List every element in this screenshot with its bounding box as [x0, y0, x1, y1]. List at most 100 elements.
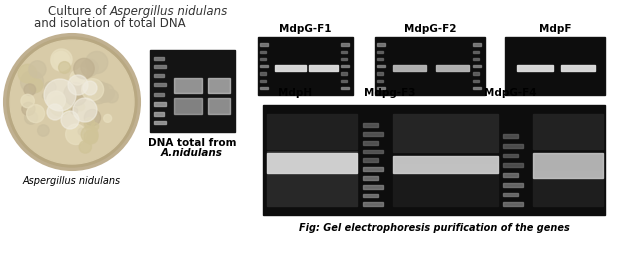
Bar — [309, 65, 338, 71]
Bar — [341, 65, 349, 67]
Bar — [154, 65, 166, 68]
Circle shape — [61, 111, 79, 129]
Text: MdpG-F1: MdpG-F1 — [279, 24, 332, 34]
Bar — [267, 151, 357, 206]
Bar — [363, 150, 383, 153]
Bar — [154, 93, 164, 96]
Circle shape — [84, 118, 94, 128]
Bar — [377, 51, 383, 53]
Bar — [473, 51, 479, 53]
Text: Aspergillus nidulans: Aspergillus nidulans — [110, 5, 229, 18]
Bar — [503, 193, 519, 197]
Bar — [393, 114, 498, 152]
Bar — [341, 51, 347, 53]
Bar — [174, 97, 202, 114]
Circle shape — [50, 96, 70, 116]
Circle shape — [64, 83, 88, 106]
Bar — [473, 73, 479, 75]
Bar — [260, 58, 266, 60]
Bar — [506, 38, 604, 94]
Bar — [503, 173, 519, 177]
Circle shape — [71, 108, 78, 115]
Bar — [154, 102, 166, 106]
Text: Aspergillus nidulans: Aspergillus nidulans — [23, 176, 121, 186]
Circle shape — [25, 111, 37, 124]
Bar — [341, 87, 349, 89]
Circle shape — [42, 93, 49, 99]
Bar — [267, 153, 357, 173]
Circle shape — [106, 90, 118, 103]
Bar — [473, 43, 481, 46]
Bar — [505, 37, 605, 95]
Bar — [363, 123, 378, 127]
Circle shape — [47, 91, 65, 110]
Circle shape — [78, 67, 86, 76]
Circle shape — [83, 81, 97, 95]
Bar — [263, 105, 605, 215]
Text: DNA total from: DNA total from — [148, 138, 236, 148]
Bar — [533, 171, 603, 206]
Bar — [259, 38, 352, 94]
Circle shape — [91, 123, 99, 130]
Text: MdpH: MdpH — [278, 88, 312, 98]
Bar — [363, 202, 383, 206]
Circle shape — [81, 126, 98, 143]
Circle shape — [51, 52, 70, 71]
Bar — [208, 78, 230, 93]
Circle shape — [87, 81, 109, 104]
Bar — [561, 65, 595, 71]
Circle shape — [66, 124, 86, 144]
Circle shape — [4, 34, 140, 170]
Circle shape — [104, 115, 112, 122]
Circle shape — [29, 61, 46, 78]
Circle shape — [70, 70, 85, 85]
Bar — [517, 65, 553, 71]
Text: Culture of: Culture of — [48, 5, 110, 18]
Bar — [260, 87, 268, 89]
Circle shape — [86, 52, 108, 73]
Circle shape — [47, 104, 63, 120]
Text: MdpG-F2: MdpG-F2 — [404, 24, 456, 34]
Bar — [393, 156, 498, 173]
Circle shape — [58, 62, 70, 73]
Bar — [435, 65, 468, 71]
Bar — [376, 38, 484, 94]
Bar — [393, 164, 498, 206]
Bar — [341, 43, 349, 46]
Bar — [341, 58, 347, 60]
Circle shape — [84, 109, 101, 126]
Bar — [375, 37, 485, 95]
Circle shape — [44, 79, 76, 111]
Bar — [258, 37, 353, 95]
Bar — [341, 80, 347, 82]
Text: Fig: Gel electrophoresis purification of the genes: Fig: Gel electrophoresis purification of… — [299, 223, 569, 233]
Bar — [377, 43, 385, 46]
Circle shape — [45, 81, 56, 93]
Bar — [363, 158, 378, 162]
Circle shape — [21, 94, 34, 108]
Bar — [275, 65, 306, 71]
Bar — [260, 80, 266, 82]
Bar — [363, 141, 378, 144]
Bar — [174, 78, 202, 93]
Bar — [154, 74, 164, 77]
Bar — [392, 65, 425, 71]
Bar — [267, 114, 357, 149]
Bar — [473, 65, 481, 67]
Bar — [503, 144, 523, 148]
Bar — [503, 154, 519, 157]
Bar — [363, 167, 383, 171]
Circle shape — [7, 37, 137, 167]
Circle shape — [51, 49, 72, 70]
Bar — [363, 185, 383, 189]
Bar — [503, 183, 523, 187]
Circle shape — [27, 105, 45, 123]
Bar — [363, 132, 383, 136]
Bar — [533, 153, 603, 178]
Bar — [154, 83, 166, 86]
Bar — [363, 176, 378, 180]
Bar — [260, 65, 268, 67]
Circle shape — [29, 78, 43, 92]
Bar — [150, 50, 235, 132]
Circle shape — [78, 128, 85, 135]
